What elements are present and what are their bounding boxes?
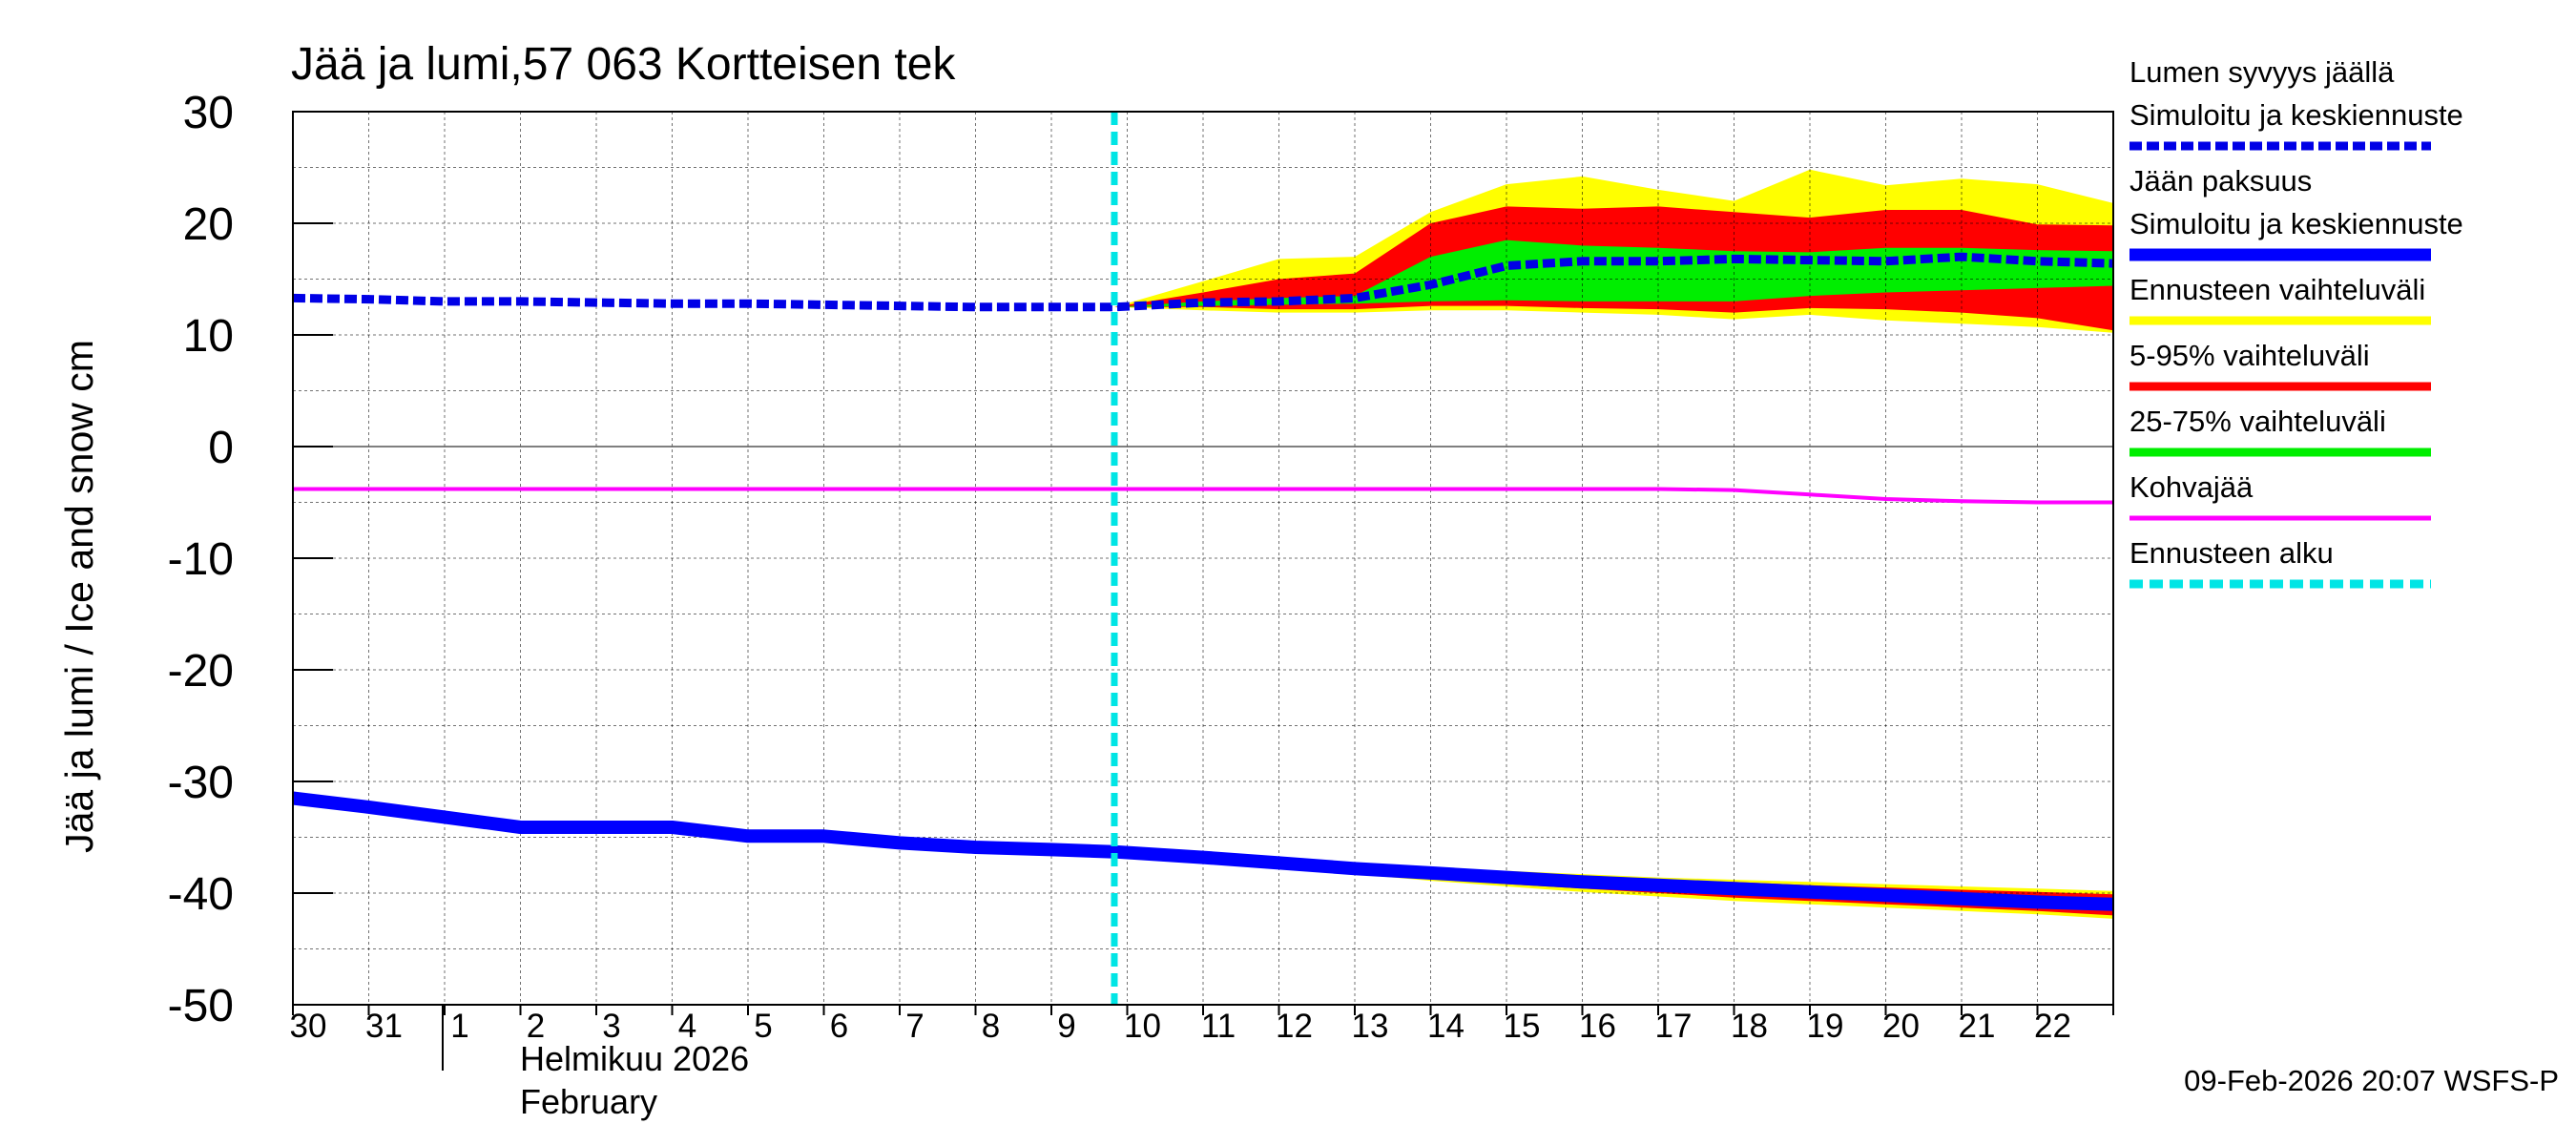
- y-tick-label: -40: [168, 869, 234, 920]
- legend-label: Ennusteen vaihteluväli: [2129, 273, 2425, 306]
- x-tick-label: 9: [1057, 1008, 1075, 1045]
- y-tick-label: 20: [183, 199, 234, 250]
- x-tick-label: 13: [1352, 1008, 1389, 1045]
- grid-lines: [293, 112, 2113, 1005]
- slush-ice-line: [293, 487, 2113, 505]
- footer-timestamp: 09-Feb-2026 20:07 WSFS-P: [2184, 1064, 2559, 1097]
- legend-label: 25-75% vaihteluväli: [2129, 405, 2386, 438]
- x-tick-label: 16: [1579, 1008, 1616, 1045]
- y-tick-label: -30: [168, 758, 234, 808]
- x-tick-label: 20: [1882, 1008, 1920, 1045]
- x-tick-label: 12: [1276, 1008, 1313, 1045]
- x-tick-label: 30: [290, 1008, 327, 1045]
- x-tick-label: 17: [1655, 1008, 1693, 1045]
- x-tick-label: 2: [527, 1008, 545, 1045]
- y-tick-label: 10: [183, 311, 234, 362]
- legend-label: Jään paksuus: [2129, 164, 2312, 198]
- y-tick-label: -10: [168, 534, 234, 585]
- y-tick-label: -20: [168, 646, 234, 697]
- x-tick-label: 4: [678, 1008, 696, 1045]
- x-tick-label: 22: [2034, 1008, 2071, 1045]
- x-tick-label: 15: [1504, 1008, 1541, 1045]
- y-tick-label: 30: [183, 88, 234, 138]
- x-tick-label: 21: [1959, 1008, 1996, 1045]
- ice-thickness-line: [292, 791, 2114, 911]
- y-tick-label: 0: [208, 423, 234, 473]
- legend-label: Kohvajää: [2129, 470, 2254, 504]
- legend-label: Simuloitu ja keskiennuste: [2129, 207, 2463, 240]
- legend: Lumen syvyys jäällä Simuloitu ja keskienn…: [2129, 55, 2463, 589]
- snow-depth-line: [292, 252, 2114, 312]
- y-axis-label: Jää ja lumi / Ice and snow cm: [57, 340, 101, 853]
- x-tick-label: 6: [830, 1008, 848, 1045]
- chart-title: Jää ja lumi,57 063 Kortteisen tek: [291, 39, 956, 90]
- x-tick-labels: 30 31 1 2 3 4 5 6 7 8 9 10 11 12 13 14 15 16 17 18 19 20 21 22: [290, 1008, 2071, 1045]
- x-tick-label: 19: [1807, 1008, 1844, 1045]
- series-lines: [292, 112, 2114, 1005]
- x-tick-label: 14: [1427, 1008, 1465, 1045]
- legend-label: Simuloitu ja keskiennuste: [2129, 98, 2463, 132]
- month-label-fi: Helmikuu 2026: [520, 1039, 749, 1078]
- axes: [292, 111, 2114, 1071]
- x-tick-label: 18: [1731, 1008, 1768, 1045]
- x-tick-label: 8: [982, 1008, 1000, 1045]
- x-tick-label: 10: [1124, 1008, 1161, 1045]
- y-tick-label: -50: [168, 981, 234, 1031]
- x-tick-label: 31: [365, 1008, 403, 1045]
- month-label-en: February: [520, 1082, 657, 1121]
- x-tick-label: 7: [905, 1008, 924, 1045]
- x-tick-label: 11: [1201, 1008, 1236, 1045]
- x-tick-label: 3: [602, 1008, 620, 1045]
- legend-label: Ennusteen alku: [2129, 536, 2334, 570]
- legend-label: Lumen syvyys jäällä: [2129, 55, 2395, 89]
- x-tick-label: 5: [754, 1008, 772, 1045]
- legend-label: 5-95% vaihteluväli: [2129, 339, 2370, 372]
- y-tick-labels: 30 20 10 0 -10 -20 -30 -40 -50: [168, 88, 234, 1031]
- x-tick-label: 1: [450, 1008, 468, 1045]
